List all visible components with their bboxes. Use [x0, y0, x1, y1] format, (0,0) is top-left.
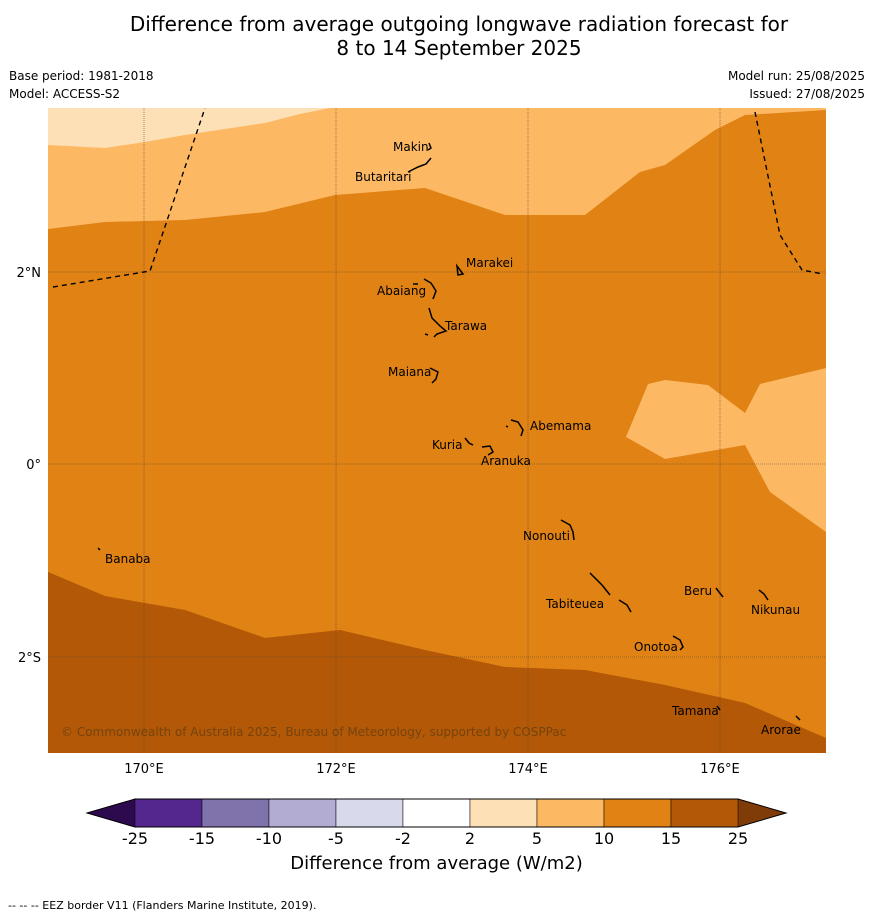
title-line-2: 8 to 14 September 2025	[336, 36, 582, 60]
colorbar-title: Difference from average (W/m2)	[290, 853, 583, 874]
lat-label-2n: 2°N	[17, 266, 42, 281]
colorbar-swatches	[87, 798, 786, 828]
place-label-makin: Makin	[393, 140, 429, 154]
colorbar-tick-label: 5	[532, 829, 542, 848]
place-label-tamana: Tamana	[671, 704, 719, 718]
island-outlines	[97, 142, 801, 721]
band-2-5-northwest	[48, 108, 330, 148]
band-15-25-south	[48, 572, 826, 753]
place-label-maiana: Maiana	[388, 365, 431, 379]
colorbar-tick-label: 2	[465, 829, 475, 848]
lon-axis-labels: 170°E 172°E 174°E 176°E	[124, 762, 740, 777]
issued-date: Issued: 27/08/2025	[749, 87, 865, 101]
colorbar-tick-label: 15	[661, 829, 681, 848]
eez-footnote: -- -- -- EEZ border V11 (Flanders Marine…	[8, 899, 317, 912]
colorbar-swatch-2_5	[469, 798, 538, 828]
place-labels: Makin Butaritari Marakei Abaiang Tarawa Maian…	[105, 140, 801, 737]
colorbar-swatch-neg25_neg15	[134, 798, 203, 828]
colorbar-swatch-5_10	[536, 798, 605, 828]
colorbar-swatch-10_15	[603, 798, 672, 828]
place-label-abaiang: Abaiang	[377, 284, 426, 298]
model-name: Model: ACCESS-S2	[9, 87, 121, 101]
place-label-nonouti: Nonouti	[523, 529, 570, 543]
map-area	[48, 108, 826, 753]
copyright-text: © Commonwealth of Australia 2025, Bureau…	[61, 725, 566, 739]
meta-left: Base period: 1981-2018 Model: ACCESS-S2	[9, 67, 154, 103]
place-label-aranuka: Aranuka	[481, 454, 531, 468]
place-label-marakei: Marakei	[466, 256, 513, 270]
place-label-abemama: Abemama	[530, 419, 591, 433]
colorbar-swatch-neg10_neg5	[268, 798, 337, 828]
place-label-kuria: Kuria	[432, 438, 463, 452]
colorbar-swatch-15_25	[670, 798, 739, 828]
place-label-butaritari: Butaritari	[355, 170, 412, 184]
colorbar-outline	[85, 798, 788, 828]
lon-label-172e: 172°E	[316, 762, 356, 777]
lon-label-170e: 170°E	[124, 762, 164, 777]
band-5-10-north	[48, 108, 826, 229]
colorbar-swatch-neg15_neg10	[201, 798, 270, 828]
colorbar-extend-low	[87, 799, 135, 827]
meta-right: Model run: 25/08/2025 Issued: 27/08/2025	[728, 67, 865, 103]
colorbar-tick-label: -15	[189, 829, 215, 848]
lat-label-2s: 2°S	[18, 651, 41, 666]
chart-title: Difference from average outgoing longwav…	[0, 12, 873, 60]
colorbar-ticks: -25 -15 -10 -5 -2 2 5 10 15 25	[122, 829, 748, 848]
lat-axis-labels: 2°N 0° 2°S	[17, 266, 42, 666]
colorbar: -25 -15 -10 -5 -2 2 5 10 15 25	[85, 798, 788, 848]
model-run: Model run: 25/08/2025	[727, 69, 865, 83]
place-label-tarawa: Tarawa	[444, 319, 487, 333]
gridlines	[48, 108, 826, 753]
place-label-tabiteuea: Tabiteuea	[545, 597, 604, 611]
base-period: Base period: 1981-2018	[9, 69, 154, 83]
colorbar-tick-label: -25	[122, 829, 148, 848]
lat-label-0: 0°	[26, 458, 41, 473]
lon-label-176e: 176°E	[700, 762, 740, 777]
colorbar-tick-label: -2	[395, 829, 411, 848]
colorbar-tick-label: 10	[594, 829, 614, 848]
place-label-nikunau: Nikunau	[751, 603, 800, 617]
title-line-1: Difference from average outgoing longwav…	[129, 12, 789, 36]
colorbar-swatch-neg2_2	[402, 798, 471, 828]
colorbar-tick-label: -5	[328, 829, 344, 848]
colorbar-tick-label: 25	[728, 829, 748, 848]
colorbar-tick-label: -10	[256, 829, 282, 848]
place-label-onotoa: Onotoa	[634, 640, 678, 654]
colorbar-extend-high	[738, 799, 786, 827]
place-label-banaba: Banaba	[105, 552, 151, 566]
lon-label-174e: 174°E	[508, 762, 548, 777]
place-label-beru: Beru	[684, 584, 712, 598]
place-label-arorae: Arorae	[761, 723, 801, 737]
band-5-10-east	[626, 368, 826, 532]
eez-border-east	[754, 111, 824, 275]
colorbar-swatch-neg5_neg2	[335, 798, 404, 828]
